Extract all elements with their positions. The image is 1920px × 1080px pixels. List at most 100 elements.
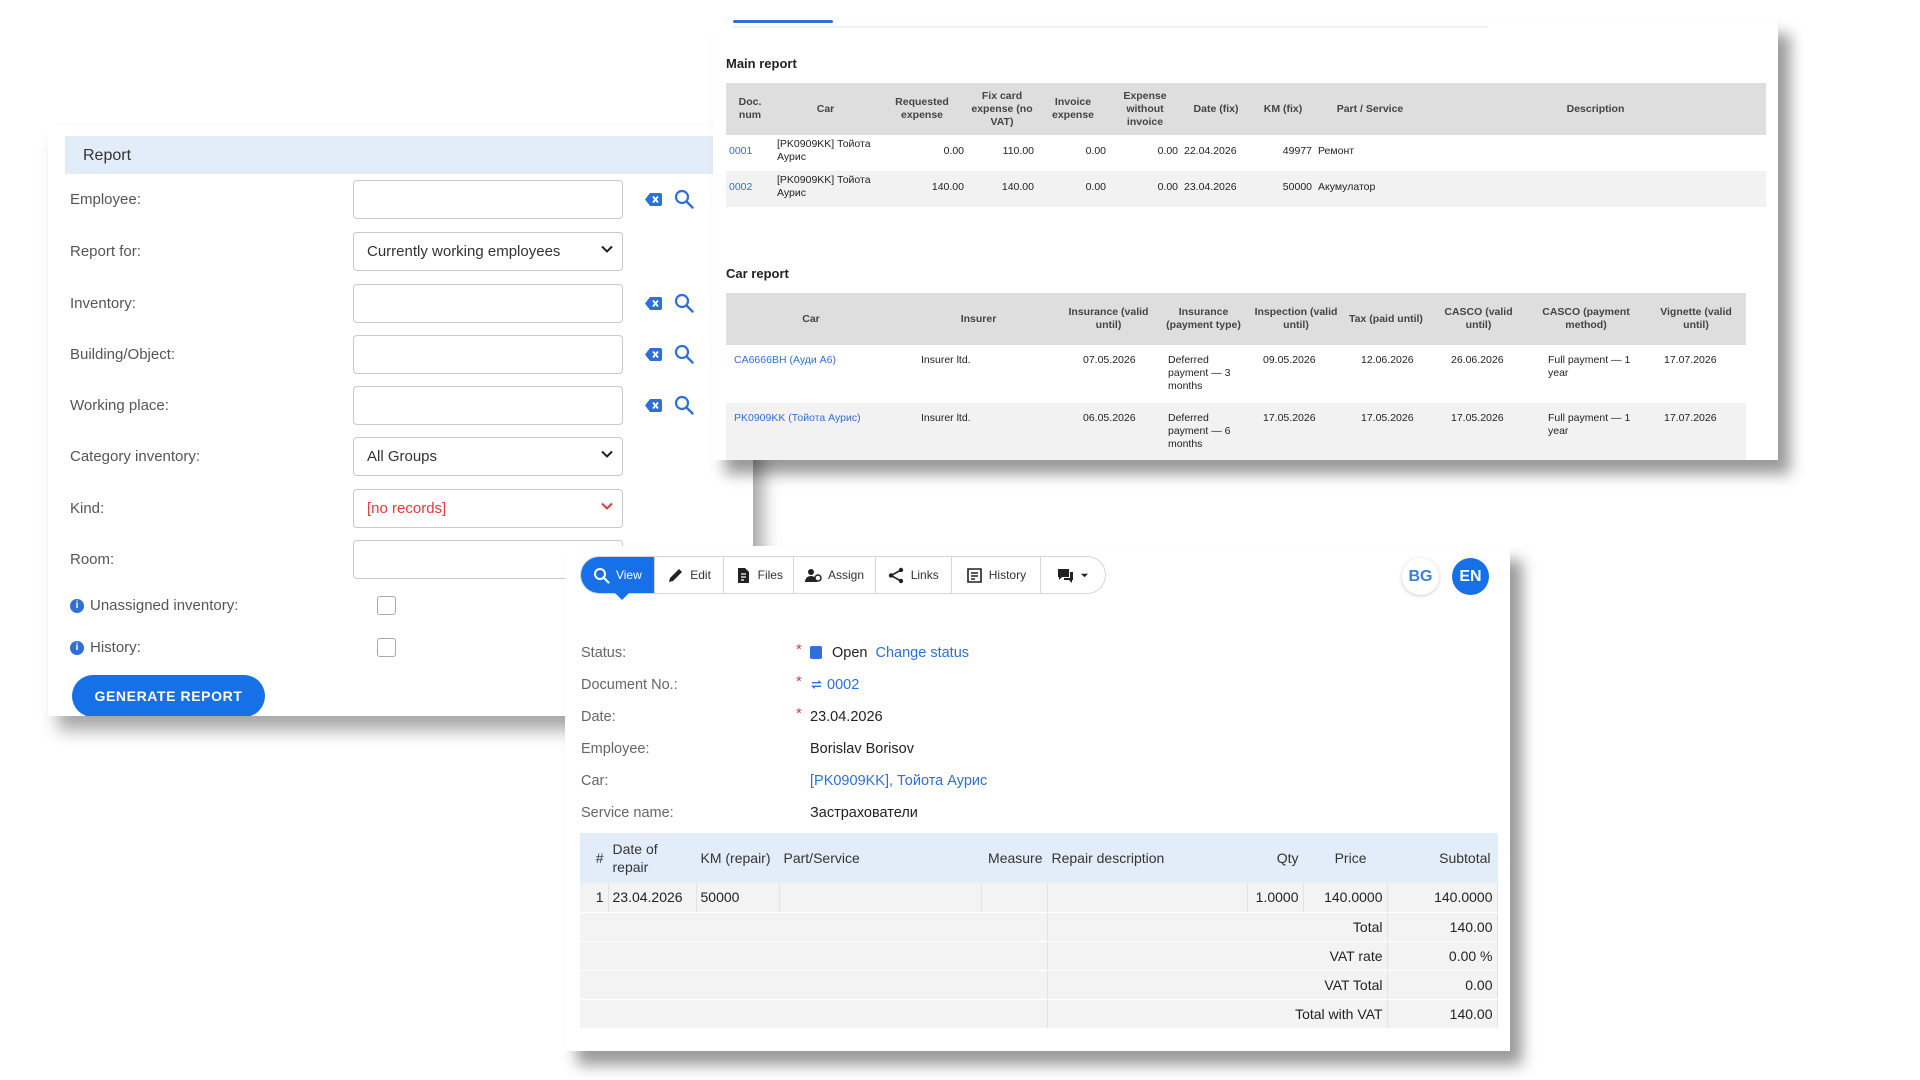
inventory-row: Inventory: bbox=[70, 284, 730, 324]
doc-link[interactable]: 0002 bbox=[729, 181, 753, 193]
clear-icon[interactable] bbox=[645, 398, 662, 413]
search-icon[interactable] bbox=[674, 189, 694, 209]
kind-select[interactable]: [no records] bbox=[353, 489, 623, 528]
car-report-title: Car report bbox=[726, 266, 789, 281]
blank-cell bbox=[580, 912, 1048, 942]
car-link[interactable]: CA6666BH (Ауди А6) bbox=[734, 354, 836, 366]
comments-menu-button[interactable] bbox=[1041, 557, 1105, 593]
col-header: Measure bbox=[981, 833, 1048, 883]
language-bg-button[interactable]: BG bbox=[1402, 558, 1439, 595]
col-header: Vignette (valid until) bbox=[1646, 293, 1746, 345]
col-header: Description bbox=[1425, 83, 1766, 135]
change-status-link[interactable]: Change status bbox=[875, 645, 970, 661]
active-tab-indicator bbox=[733, 20, 833, 23]
cell: 17.05.2026 bbox=[1341, 403, 1431, 460]
search-icon[interactable] bbox=[674, 293, 694, 313]
cell bbox=[1047, 883, 1248, 913]
date-row: Date: * 23.04.2026 bbox=[581, 705, 1381, 731]
history-label: History bbox=[988, 568, 1027, 582]
pencil-icon bbox=[669, 568, 683, 582]
file-icon bbox=[737, 567, 749, 583]
report-for-row: Report for: Currently working employees bbox=[70, 232, 730, 272]
history-row: i History: bbox=[70, 636, 470, 660]
unassigned-checkbox[interactable] bbox=[377, 596, 396, 615]
status-row: Status: * Open Change status bbox=[581, 641, 1381, 667]
chevron-down-icon bbox=[601, 450, 613, 458]
cell: 12.06.2026 bbox=[1361, 354, 1414, 366]
cell: 0.00 bbox=[1085, 145, 1106, 157]
edit-button[interactable]: Edit bbox=[655, 557, 725, 593]
col-header: Qty bbox=[1247, 833, 1304, 883]
search-icon[interactable] bbox=[674, 344, 694, 364]
col-header: Tax (paid until) bbox=[1341, 293, 1431, 345]
col-header: Doc. num bbox=[726, 83, 774, 135]
generate-report-button[interactable]: GENERATE REPORT bbox=[72, 675, 265, 716]
toolbar: View Edit Files Assign Links History bbox=[580, 556, 1106, 600]
employee-label: Employee: bbox=[70, 191, 141, 208]
table-row: 0002 [PK0909KK] Тойота Аурис 140.00 140.… bbox=[726, 171, 1766, 207]
report-for-value: Currently working employees bbox=[367, 243, 561, 260]
building-input[interactable] bbox=[353, 335, 623, 374]
clear-icon[interactable] bbox=[645, 192, 662, 207]
date-label: Date: bbox=[581, 709, 616, 725]
car-link[interactable]: [PK0909KK], Тойота Аурис bbox=[810, 773, 988, 789]
history-button[interactable]: History bbox=[952, 557, 1042, 593]
files-label: Files bbox=[757, 568, 783, 582]
search-icon bbox=[593, 567, 610, 584]
chevron-down-icon bbox=[601, 245, 613, 253]
status-icon bbox=[810, 646, 822, 659]
employee-row: Employee: Borislav Borisov bbox=[581, 741, 1381, 763]
report-for-label: Report for: bbox=[70, 243, 141, 260]
cell: [PK0909KK] Тойота Аурис bbox=[774, 171, 877, 207]
divider bbox=[733, 26, 1488, 28]
cell bbox=[1425, 171, 1766, 207]
table-row: PK0909KK (Тойота Аурис) Insurer ltd. 06.… bbox=[726, 403, 1746, 460]
language-en-button[interactable]: EN bbox=[1452, 558, 1489, 595]
employee-input[interactable] bbox=[353, 180, 623, 219]
blank-cell bbox=[580, 970, 1048, 1000]
category-select[interactable]: All Groups bbox=[353, 437, 623, 476]
working-place-row: Working place: bbox=[70, 386, 730, 426]
cell: 07.05.2026 bbox=[1083, 354, 1136, 366]
building-row: Building/Object: bbox=[70, 335, 730, 375]
report-header: Report bbox=[65, 136, 753, 174]
col-header: Insurance (payment type) bbox=[1156, 293, 1251, 345]
cell bbox=[981, 883, 1048, 913]
share-icon bbox=[888, 567, 903, 583]
category-row: Category inventory: All Groups bbox=[70, 437, 730, 477]
search-icon[interactable] bbox=[674, 395, 694, 415]
employee-label: Employee: bbox=[581, 741, 650, 757]
view-button[interactable]: View bbox=[581, 557, 655, 600]
summary-label: Total bbox=[1047, 912, 1388, 942]
clear-icon[interactable] bbox=[645, 347, 662, 362]
docno-value-group[interactable]: 0002 bbox=[810, 677, 859, 693]
doc-link[interactable]: 0001 bbox=[729, 145, 753, 157]
status-value: Open bbox=[832, 645, 868, 661]
car-link[interactable]: PK0909KK (Тойота Аурис) bbox=[734, 412, 861, 424]
inventory-input[interactable] bbox=[353, 284, 623, 323]
working-place-input[interactable] bbox=[353, 386, 623, 425]
table-row: 0001 [PK0909KK] Тойота Аурис 0.00 110.00… bbox=[726, 135, 1766, 171]
links-button[interactable]: Links bbox=[876, 557, 952, 593]
report-for-select[interactable]: Currently working employees bbox=[353, 232, 623, 271]
history-checkbox[interactable] bbox=[377, 638, 396, 657]
history-icon bbox=[966, 567, 982, 583]
table-header: Doc. num Car Requested expense Fix card … bbox=[726, 83, 1766, 135]
cell bbox=[1425, 135, 1766, 171]
main-report-title: Main report bbox=[726, 56, 797, 71]
summary-row: Total with VAT 140.00 bbox=[580, 999, 1498, 1029]
cell: 06.05.2026 bbox=[1061, 403, 1156, 460]
summary-value: 140.00 bbox=[1387, 999, 1498, 1029]
col-header: Repair description bbox=[1047, 833, 1248, 883]
user-assign-icon bbox=[805, 568, 822, 582]
assign-button[interactable]: Assign bbox=[794, 557, 876, 593]
clear-icon[interactable] bbox=[645, 296, 662, 311]
col-header: Date (fix) bbox=[1181, 83, 1251, 135]
col-header: Date of repair bbox=[608, 833, 697, 883]
cell: 17.07.2026 bbox=[1646, 403, 1746, 460]
summary-row: VAT Total 0.00 bbox=[580, 970, 1498, 1000]
docno-value: 0002 bbox=[827, 677, 860, 693]
col-header: # bbox=[580, 833, 609, 883]
cell: 50000 bbox=[696, 883, 780, 913]
files-button[interactable]: Files bbox=[724, 557, 795, 593]
